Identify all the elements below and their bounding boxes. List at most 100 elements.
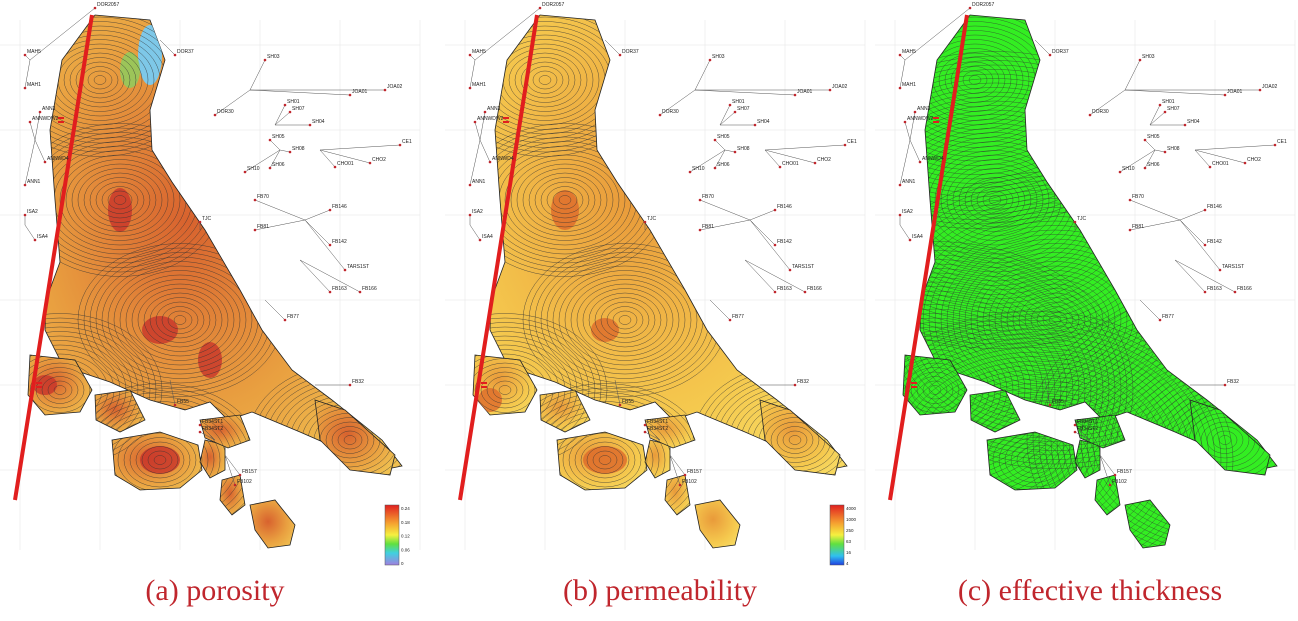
high-zone	[108, 188, 132, 232]
well	[344, 269, 347, 272]
well-path	[320, 150, 335, 167]
well-label: FB157	[1117, 469, 1132, 475]
well-label: FB34ST1	[202, 419, 223, 425]
well-label: JOA02	[832, 84, 848, 90]
well	[214, 114, 217, 117]
well-label: ANN1	[27, 179, 41, 185]
colorbar-label: 0.18	[401, 520, 410, 525]
well-path	[300, 260, 330, 292]
well-path	[1175, 260, 1205, 292]
well-label: MAH1	[27, 82, 41, 88]
well	[1144, 167, 1147, 170]
well	[469, 214, 472, 217]
well-label: TARS1ST	[347, 264, 369, 270]
high-zone	[140, 446, 180, 474]
well-label: SH04	[757, 119, 770, 125]
well-label: FB102	[1112, 479, 1127, 485]
well-label: FB34ST2	[202, 426, 223, 432]
well-label: FB32	[352, 379, 364, 385]
well-label: FB157	[242, 469, 257, 475]
well-label: ANNWDW2	[907, 116, 934, 122]
well	[469, 184, 472, 187]
well-label: ANNWDW2	[477, 116, 504, 122]
well	[1074, 221, 1077, 224]
well-label: SH06	[1147, 162, 1160, 168]
well	[804, 291, 807, 294]
well	[969, 7, 972, 10]
well-label: CE1	[1277, 139, 1287, 145]
well	[289, 151, 292, 154]
well	[1219, 269, 1222, 272]
well	[24, 214, 27, 217]
well-label: FB81	[702, 224, 714, 230]
well	[899, 184, 902, 187]
well	[904, 121, 907, 124]
well-path	[1195, 150, 1210, 167]
well	[794, 94, 797, 97]
well	[1204, 291, 1207, 294]
well-label: SH10	[247, 166, 260, 172]
well-label: FB70	[257, 194, 269, 200]
well-label: TJC	[647, 216, 657, 222]
well-path	[280, 150, 290, 152]
well-path	[255, 200, 305, 220]
reservoir-area	[695, 500, 740, 548]
well-label: ISA2	[472, 209, 483, 215]
well-label: ISA4	[912, 234, 923, 240]
well-label: FB55	[177, 399, 189, 405]
well-path	[1145, 140, 1155, 150]
well-path	[265, 300, 285, 320]
well	[1109, 484, 1112, 487]
well-label: FB142	[777, 239, 792, 245]
high-zone	[478, 388, 502, 412]
well-path	[1150, 105, 1160, 125]
well-label: FB146	[332, 204, 347, 210]
well-label: MAH1	[472, 82, 486, 88]
well	[1119, 171, 1122, 174]
well	[844, 144, 847, 147]
well	[1209, 166, 1212, 169]
well-path	[275, 105, 285, 125]
well-path	[470, 225, 480, 240]
caption: (b) permeability	[563, 574, 757, 607]
well	[484, 111, 487, 114]
well	[284, 319, 287, 322]
well	[899, 54, 902, 57]
well	[899, 87, 902, 90]
well	[914, 111, 917, 114]
well	[254, 199, 257, 202]
colorbar-label: 4000	[846, 506, 857, 511]
well-path	[305, 220, 330, 245]
colorbar-label: 250	[846, 528, 854, 533]
well-label: CHO01	[1212, 161, 1229, 167]
well-path	[750, 220, 790, 270]
well	[269, 167, 272, 170]
reservoir-area	[200, 440, 225, 478]
well-label: TARS1ST	[1222, 264, 1244, 270]
well	[619, 54, 622, 57]
well	[714, 167, 717, 170]
well-path	[750, 220, 775, 245]
well-label: DOR2057	[542, 2, 564, 8]
well-path	[905, 122, 910, 140]
well	[714, 139, 717, 142]
well-label: DOR37	[622, 49, 639, 55]
well-label: DOR2057	[972, 2, 994, 8]
well-label: FB55	[1052, 399, 1064, 405]
well-path	[35, 140, 45, 162]
well	[1049, 54, 1052, 57]
caption: (c) effective thickness	[958, 574, 1222, 607]
well	[539, 7, 542, 10]
well	[239, 474, 242, 477]
well-label: SH10	[1122, 166, 1135, 172]
well	[1204, 209, 1207, 212]
well-path	[715, 140, 725, 150]
well	[199, 424, 202, 427]
well-path	[1150, 112, 1165, 125]
well	[1089, 114, 1092, 117]
well-label: SH08	[737, 146, 750, 152]
colorbar	[385, 505, 399, 565]
well-label: SH03	[712, 54, 725, 60]
map-panel: DOR2057MAH5MAH1ANN3ANNWDW2ANNWD4ANN1ISA2…	[403, 2, 897, 566]
well-label: SH05	[272, 134, 285, 140]
